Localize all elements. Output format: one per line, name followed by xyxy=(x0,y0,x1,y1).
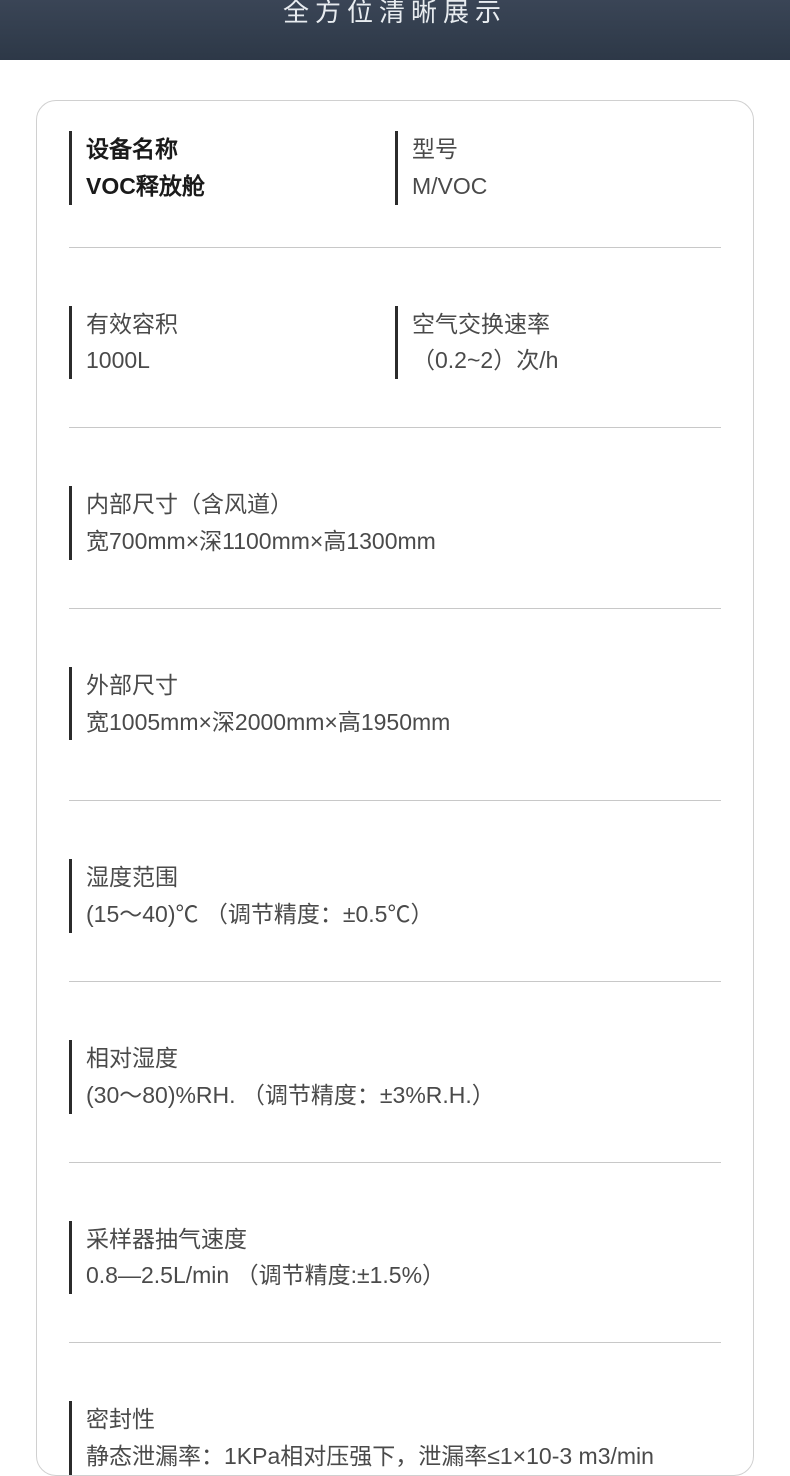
spec-row-name-model: 设备名称 VOC释放舱 型号 M/VOC xyxy=(69,131,721,248)
spec-label: 湿度范围 xyxy=(86,859,721,896)
spec-label: 有效容积 xyxy=(86,306,395,343)
spec-cell-sampling-speed: 采样器抽气速度 0.8—2.5L/min （调节精度:±1.5%） xyxy=(69,1221,721,1295)
spec-cell-device-name: 设备名称 VOC释放舱 xyxy=(69,131,395,205)
spec-label: 空气交换速率 xyxy=(412,306,721,343)
spec-label: 密封性 xyxy=(86,1401,721,1438)
spec-row-volume-exchange: 有效容积 1000L 空气交换速率 （0.2~2）次/h xyxy=(69,306,721,429)
spec-cell-inner-size: 内部尺寸（含风道） 宽700mm×深1100mm×高1300mm xyxy=(69,486,721,560)
header-title: 全方位清晰展示 xyxy=(283,0,507,29)
spec-value: M/VOC xyxy=(412,168,721,205)
spec-label: 采样器抽气速度 xyxy=(86,1221,721,1258)
spec-label: 外部尺寸 xyxy=(86,667,721,704)
spec-cell-model: 型号 M/VOC xyxy=(395,131,721,205)
spec-row-humidity-range: 湿度范围 (15～40)℃ （调节精度：±0.5℃） xyxy=(69,859,721,982)
spec-cell-outer-size: 外部尺寸 宽1005mm×深2000mm×高1950mm xyxy=(69,667,721,741)
spec-value: 静态泄漏率：1KPa相对压强下，泄漏率≤1×10-3 m3/min xyxy=(86,1438,721,1475)
spec-cell-humidity-range: 湿度范围 (15～40)℃ （调节精度：±0.5℃） xyxy=(69,859,721,933)
spec-value: VOC释放舱 xyxy=(86,168,395,205)
spec-row-outer-size: 外部尺寸 宽1005mm×深2000mm×高1950mm xyxy=(69,667,721,802)
spec-value: 1000L xyxy=(86,342,395,379)
spec-value: 宽700mm×深1100mm×高1300mm xyxy=(86,523,721,560)
spec-row-inner-size: 内部尺寸（含风道） 宽700mm×深1100mm×高1300mm xyxy=(69,486,721,609)
spec-cell-volume: 有效容积 1000L xyxy=(69,306,395,380)
spec-value: 宽1005mm×深2000mm×高1950mm xyxy=(86,704,721,741)
spec-cell-sealing: 密封性 静态泄漏率：1KPa相对压强下，泄漏率≤1×10-3 m3/min xyxy=(69,1401,721,1475)
spec-cell-relative-humidity: 相对湿度 (30～80)%RH. （调节精度：±3%R.H.） xyxy=(69,1040,721,1114)
spec-row-sampling-speed: 采样器抽气速度 0.8—2.5L/min （调节精度:±1.5%） xyxy=(69,1221,721,1344)
spec-card: 设备名称 VOC释放舱 型号 M/VOC 有效容积 1000L 空气交换速率 （… xyxy=(36,100,754,1476)
spec-value: (30～80)%RH. （调节精度：±3%R.H.） xyxy=(86,1077,721,1114)
spec-label: 相对湿度 xyxy=(86,1040,721,1077)
spec-value: 0.8—2.5L/min （调节精度:±1.5%） xyxy=(86,1257,721,1294)
spec-label: 设备名称 xyxy=(86,131,395,168)
page-header: 全方位清晰展示 xyxy=(0,0,790,60)
spec-cell-exchange: 空气交换速率 （0.2~2）次/h xyxy=(395,306,721,380)
spec-row-relative-humidity: 相对湿度 (30～80)%RH. （调节精度：±3%R.H.） xyxy=(69,1040,721,1163)
spec-row-sealing: 密封性 静态泄漏率：1KPa相对压强下，泄漏率≤1×10-3 m3/min xyxy=(69,1401,721,1475)
spec-value: (15～40)℃ （调节精度：±0.5℃） xyxy=(86,896,721,933)
spec-label: 内部尺寸（含风道） xyxy=(86,486,721,523)
spec-label: 型号 xyxy=(412,131,721,168)
spec-value: （0.2~2）次/h xyxy=(412,342,721,379)
